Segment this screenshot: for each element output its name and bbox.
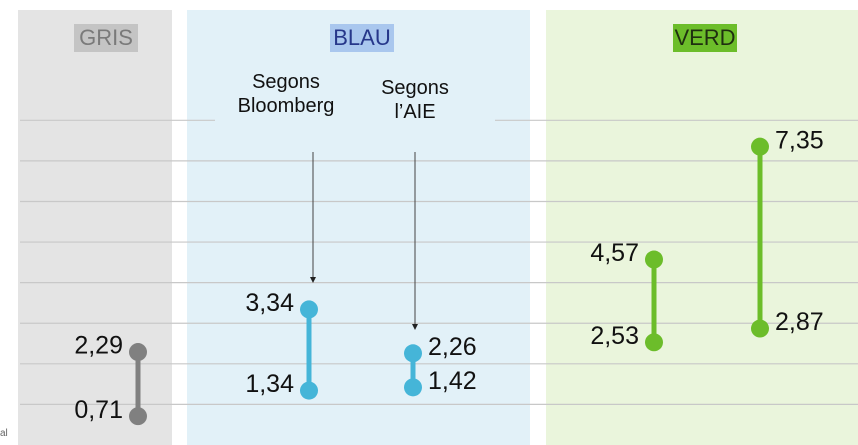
series-name: BLAU xyxy=(333,25,390,50)
value-label: 1,42 xyxy=(428,367,477,395)
point xyxy=(751,137,769,156)
point xyxy=(129,343,147,362)
value-label: 1,34 xyxy=(245,370,294,398)
point xyxy=(751,319,769,338)
value-label: 2,26 xyxy=(428,333,477,361)
point xyxy=(404,344,422,363)
arrow-head xyxy=(412,324,418,330)
value-label: 3,34 xyxy=(245,289,294,317)
annotation: Segons l’AIE xyxy=(381,77,449,123)
panel xyxy=(18,10,172,445)
series-name: VERD xyxy=(674,25,735,50)
value-label: 7,35 xyxy=(775,126,824,154)
series-name-background xyxy=(74,24,138,52)
annotation: Segons Bloomberg xyxy=(237,71,335,117)
point xyxy=(645,250,663,269)
point xyxy=(300,381,318,400)
series-name-background xyxy=(330,24,394,52)
value-label: 2,53 xyxy=(590,322,639,350)
value-label: 4,57 xyxy=(590,239,639,267)
point xyxy=(129,407,147,426)
value-label: 2,87 xyxy=(775,308,824,336)
note: al xyxy=(0,428,8,439)
point xyxy=(300,300,318,319)
value-label: 2,29 xyxy=(74,332,123,360)
point xyxy=(404,378,422,397)
series-name: GRIS xyxy=(79,25,133,50)
arrow-head xyxy=(310,277,316,283)
annotation-backdrop xyxy=(215,66,495,136)
value-label: 0,71 xyxy=(74,396,123,424)
point xyxy=(645,333,663,352)
series-name-background xyxy=(673,24,737,52)
panel xyxy=(546,10,858,445)
